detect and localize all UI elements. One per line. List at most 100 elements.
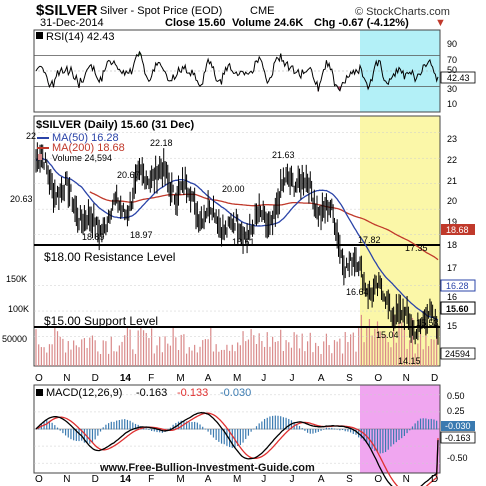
macd-line: [35, 411, 439, 486]
macd-hist-bar: [99, 429, 102, 432]
price-value-box: [440, 301, 476, 315]
volume-bar: [231, 344, 233, 366]
left-axis-partial-22: 22: [26, 131, 36, 141]
volume-bar: [296, 334, 298, 366]
volume-bar: [409, 340, 411, 366]
volume-value: Volume 24.6K: [232, 17, 303, 29]
macd-hist-bar: [35, 429, 37, 430]
macd-hist-bar: [105, 424, 107, 430]
macd-hist-bar: [344, 429, 346, 432]
volume-bar: [272, 336, 274, 366]
support-label: $15.00 Support Level: [44, 314, 158, 328]
volume-value-box: [440, 347, 476, 360]
volume-bar: [360, 314, 362, 366]
macd-hist-bar: [151, 429, 153, 432]
volume-bar: [328, 345, 330, 366]
macd-hist-bar: [177, 421, 180, 430]
month-label-bottom-14: D: [431, 474, 438, 485]
macd-hist-bar: [393, 429, 395, 445]
macd-hist-bar: [277, 415, 279, 430]
volume-legend-swatch: [38, 154, 42, 160]
volume-bar: [129, 329, 131, 366]
symbol: $SILVER: [36, 2, 98, 19]
volume-bar: [280, 329, 282, 366]
macd-hist-bar: [339, 429, 341, 431]
macd-hist-bar: [113, 421, 115, 430]
month-label-3: 14: [120, 373, 132, 384]
volume-bars: [35, 314, 438, 366]
macd-hist-bar: [202, 426, 204, 430]
volume-bar: [376, 321, 379, 366]
macd-hist-bar: [263, 418, 266, 430]
price-value: 15.60: [446, 304, 469, 314]
annotation-18-61: 18.61: [232, 237, 255, 247]
month-label-bottom-8: J: [261, 474, 266, 485]
stockcharts-credit: © StockCharts.com: [355, 6, 450, 18]
volume-bar: [282, 351, 284, 366]
macd-hist-bar: [312, 429, 314, 434]
volume-bar: [293, 332, 295, 366]
macd-hist-bar: [296, 424, 298, 430]
macd-hist-bar: [145, 428, 147, 430]
volume-bar: [156, 345, 158, 366]
macd-hist-bar: [414, 423, 416, 430]
macd-tick-neg050: -0.50: [447, 453, 468, 463]
month-label-bottom-6: A: [205, 474, 212, 485]
volume-bar: [116, 351, 118, 366]
volume-bar: [218, 351, 220, 366]
annotation-14-15: 14.15: [398, 356, 421, 366]
macd-hist-bar: [255, 426, 258, 430]
volume-bar: [382, 334, 384, 366]
volume-bar: [188, 347, 190, 366]
volume-bar: [258, 333, 260, 366]
ma200-value-box: [441, 224, 475, 235]
price-tick-19: 19: [447, 217, 457, 227]
macd-hist-bar: [169, 427, 172, 430]
volume-bar: [406, 348, 408, 366]
price-tick-22: 22: [447, 155, 457, 165]
month-label-bottom-5: M: [176, 474, 184, 485]
macd-hist-bar: [70, 429, 72, 440]
macd-hist-value: -0.030: [445, 421, 471, 431]
macd-panel: MACD(12,26,9) -0.163 -0.133 -0.030 0.50 …: [33, 384, 476, 486]
macd-hist-bar: [315, 429, 317, 433]
annotation-20-67: 20.67: [117, 170, 140, 180]
macd-label-name: MACD(12,26,9): [46, 387, 122, 399]
macd-hist-bar: [374, 429, 376, 451]
volume-bar: [304, 351, 306, 366]
volume-bar: [91, 335, 94, 366]
volume-tick-50000: 50000: [2, 334, 27, 344]
volume-bar: [344, 331, 346, 366]
volume-bar: [78, 347, 80, 366]
price-tick-16: 16: [447, 292, 457, 302]
macd-hist-bar: [64, 429, 67, 436]
volume-bar: [140, 326, 142, 366]
ma50-value: 16.28: [446, 281, 469, 291]
instrument-name: Silver - Spot Price (EOD): [100, 5, 222, 17]
rsi-gridlines: [34, 55, 440, 87]
volume-bar: [387, 342, 389, 366]
month-label-bottom-3: 14: [120, 474, 132, 485]
rsi-tick-50: 50: [447, 65, 457, 75]
volume-bar: [180, 334, 182, 366]
volume-bar: [263, 346, 266, 366]
macd-hist-bar: [210, 429, 212, 435]
macd-hist-bar: [204, 428, 207, 430]
month-label-bottom-4: F: [148, 474, 154, 485]
volume-bar: [417, 343, 419, 366]
volume-bar: [94, 340, 96, 366]
price-label: $SILVER (Daily) 15.60 (31 Dec): [36, 119, 194, 131]
volume-bar: [355, 351, 357, 366]
macd-hist-bar: [153, 429, 155, 432]
volume-bar: [151, 328, 153, 366]
macd-hist-bar: [261, 421, 263, 430]
volume-bar: [250, 329, 252, 366]
price-tick-23: 23: [447, 134, 457, 144]
macd-hist-bar: [134, 423, 137, 430]
macd-hist-bar: [398, 429, 400, 440]
macd-hist-bar: [118, 420, 120, 430]
macd-hist-bar: [223, 429, 225, 445]
volume-bar: [132, 349, 134, 366]
macd-hist-bar: [290, 420, 293, 430]
macd-hist-bar: [347, 429, 349, 432]
